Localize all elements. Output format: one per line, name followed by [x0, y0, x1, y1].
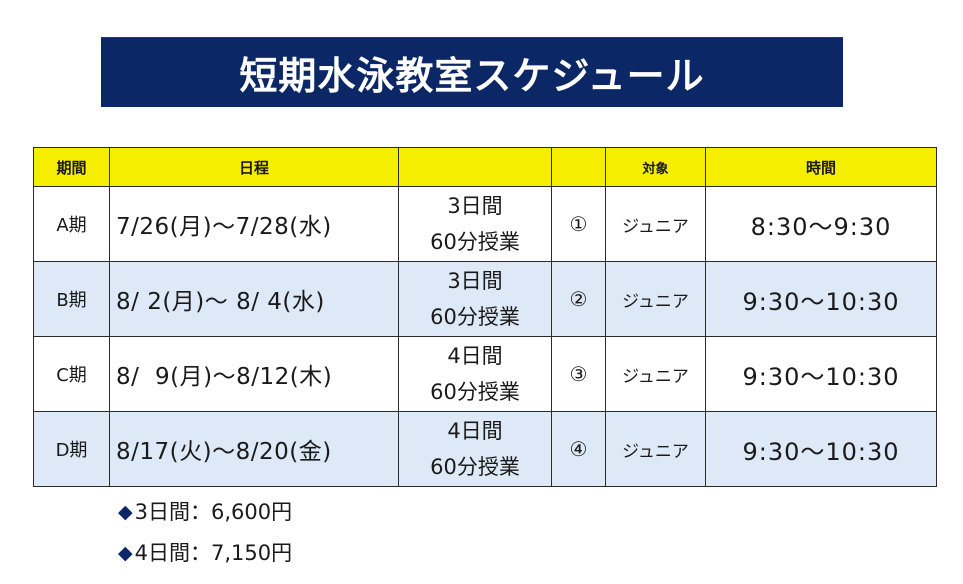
header-schedule: 日程	[109, 147, 399, 187]
time-cell: 9:30〜10:30	[705, 261, 937, 337]
duration-days: 4日間	[447, 344, 503, 368]
header-blank-1	[398, 147, 552, 187]
duration-days: 4日間	[447, 419, 503, 443]
period-cell: D期	[33, 411, 110, 487]
duration-cell: 3日間 60分授業	[398, 186, 552, 262]
time-cell: 8:30〜9:30	[705, 186, 937, 262]
time-cell: 9:30〜10:30	[705, 411, 937, 487]
target-cell: ジュニア	[605, 411, 706, 487]
price-note-text: 4日間：7,150円	[134, 541, 293, 565]
price-note-3-days: ◆ 3日間：6,600円	[118, 492, 292, 533]
dates-cell: 8/ 9(月)〜8/12(木)	[109, 336, 399, 412]
duration-lesson: 60分授業	[430, 455, 520, 479]
dates-cell: 8/ 2(月)〜 8/ 4(水)	[109, 261, 399, 337]
duration-days: 3日間	[447, 269, 503, 293]
schedule-table: 期間 日程 対象 時間 A期 7/26(月)〜7/28(水) 3日間 60分授業…	[33, 147, 937, 487]
price-note-text: 3日間：6,600円	[134, 500, 293, 524]
table-row: A期 7/26(月)〜7/28(水) 3日間 60分授業 ① ジュニア 8:30…	[33, 186, 937, 262]
target-cell: ジュニア	[605, 336, 706, 412]
price-notes: ◆ 3日間：6,600円 ◆ 4日間：7,150円	[118, 492, 292, 574]
header-target: 対象	[605, 147, 706, 187]
target-cell: ジュニア	[605, 261, 706, 337]
number-cell: ③	[551, 336, 606, 412]
header-period: 期間	[33, 147, 110, 187]
number-cell: ②	[551, 261, 606, 337]
header-time: 時間	[705, 147, 937, 187]
dates-cell: 8/17(火)〜8/20(金)	[109, 411, 399, 487]
period-cell: A期	[33, 186, 110, 262]
duration-cell: 3日間 60分授業	[398, 261, 552, 337]
duration-cell: 4日間 60分授業	[398, 336, 552, 412]
price-note-4-days: ◆ 4日間：7,150円	[118, 533, 292, 574]
target-cell: ジュニア	[605, 186, 706, 262]
duration-lesson: 60分授業	[430, 380, 520, 404]
duration-days: 3日間	[447, 194, 503, 218]
period-cell: C期	[33, 336, 110, 412]
diamond-bullet-icon: ◆	[118, 542, 133, 564]
dates-cell: 7/26(月)〜7/28(水)	[109, 186, 399, 262]
duration-lesson: 60分授業	[430, 305, 520, 329]
table-row: D期 8/17(火)〜8/20(金) 4日間 60分授業 ④ ジュニア 9:30…	[33, 411, 937, 487]
table-header-row: 期間 日程 対象 時間	[33, 147, 937, 187]
table-row: B期 8/ 2(月)〜 8/ 4(水) 3日間 60分授業 ② ジュニア 9:3…	[33, 261, 937, 337]
diamond-bullet-icon: ◆	[118, 501, 133, 523]
number-cell: ①	[551, 186, 606, 262]
time-cell: 9:30〜10:30	[705, 336, 937, 412]
table-row: C期 8/ 9(月)〜8/12(木) 4日間 60分授業 ③ ジュニア 9:30…	[33, 336, 937, 412]
duration-cell: 4日間 60分授業	[398, 411, 552, 487]
period-cell: B期	[33, 261, 110, 337]
title-banner: 短期水泳教室スケジュール	[101, 37, 843, 107]
page-title: 短期水泳教室スケジュール	[239, 53, 705, 98]
duration-lesson: 60分授業	[430, 230, 520, 254]
header-blank-2	[551, 147, 606, 187]
number-cell: ④	[551, 411, 606, 487]
